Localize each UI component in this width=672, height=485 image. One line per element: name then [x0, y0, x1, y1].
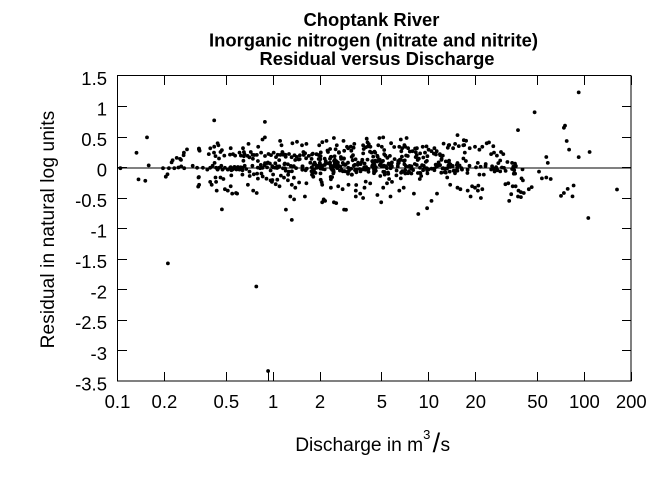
svg-text:2: 2: [315, 391, 325, 412]
svg-text:5: 5: [377, 391, 387, 412]
svg-text:-1: -1: [91, 221, 107, 242]
svg-text:50: 50: [527, 391, 548, 412]
svg-text:-0.5: -0.5: [75, 190, 107, 211]
svg-text:100: 100: [569, 391, 600, 412]
svg-text:-2: -2: [91, 282, 107, 303]
svg-text:1: 1: [97, 99, 107, 120]
svg-text:0.5: 0.5: [213, 391, 239, 412]
svg-text:-2.5: -2.5: [75, 312, 107, 333]
svg-text:200: 200: [616, 391, 647, 412]
svg-text:1: 1: [268, 391, 278, 412]
svg-text:-1.5: -1.5: [75, 251, 107, 272]
svg-text:Residual in natural log units: Residual in natural log units: [38, 111, 59, 349]
svg-text:-3.5: -3.5: [75, 373, 107, 394]
svg-text:0.5: 0.5: [81, 129, 107, 150]
svg-text:0.1: 0.1: [105, 391, 131, 412]
svg-text:Residual versus Discharge: Residual versus Discharge: [259, 48, 494, 69]
svg-text:-3: -3: [91, 343, 107, 364]
svg-text:0: 0: [97, 160, 107, 181]
svg-text:1.5: 1.5: [81, 68, 107, 89]
svg-text:20: 20: [465, 391, 486, 412]
svg-text:10: 10: [419, 391, 440, 412]
svg-text:Choptank River: Choptank River: [304, 9, 440, 30]
svg-text:Inorganic nitrogen (nitrate an: Inorganic nitrogen (nitrate and nitrite): [209, 29, 538, 50]
svg-text:0.2: 0.2: [152, 391, 178, 412]
